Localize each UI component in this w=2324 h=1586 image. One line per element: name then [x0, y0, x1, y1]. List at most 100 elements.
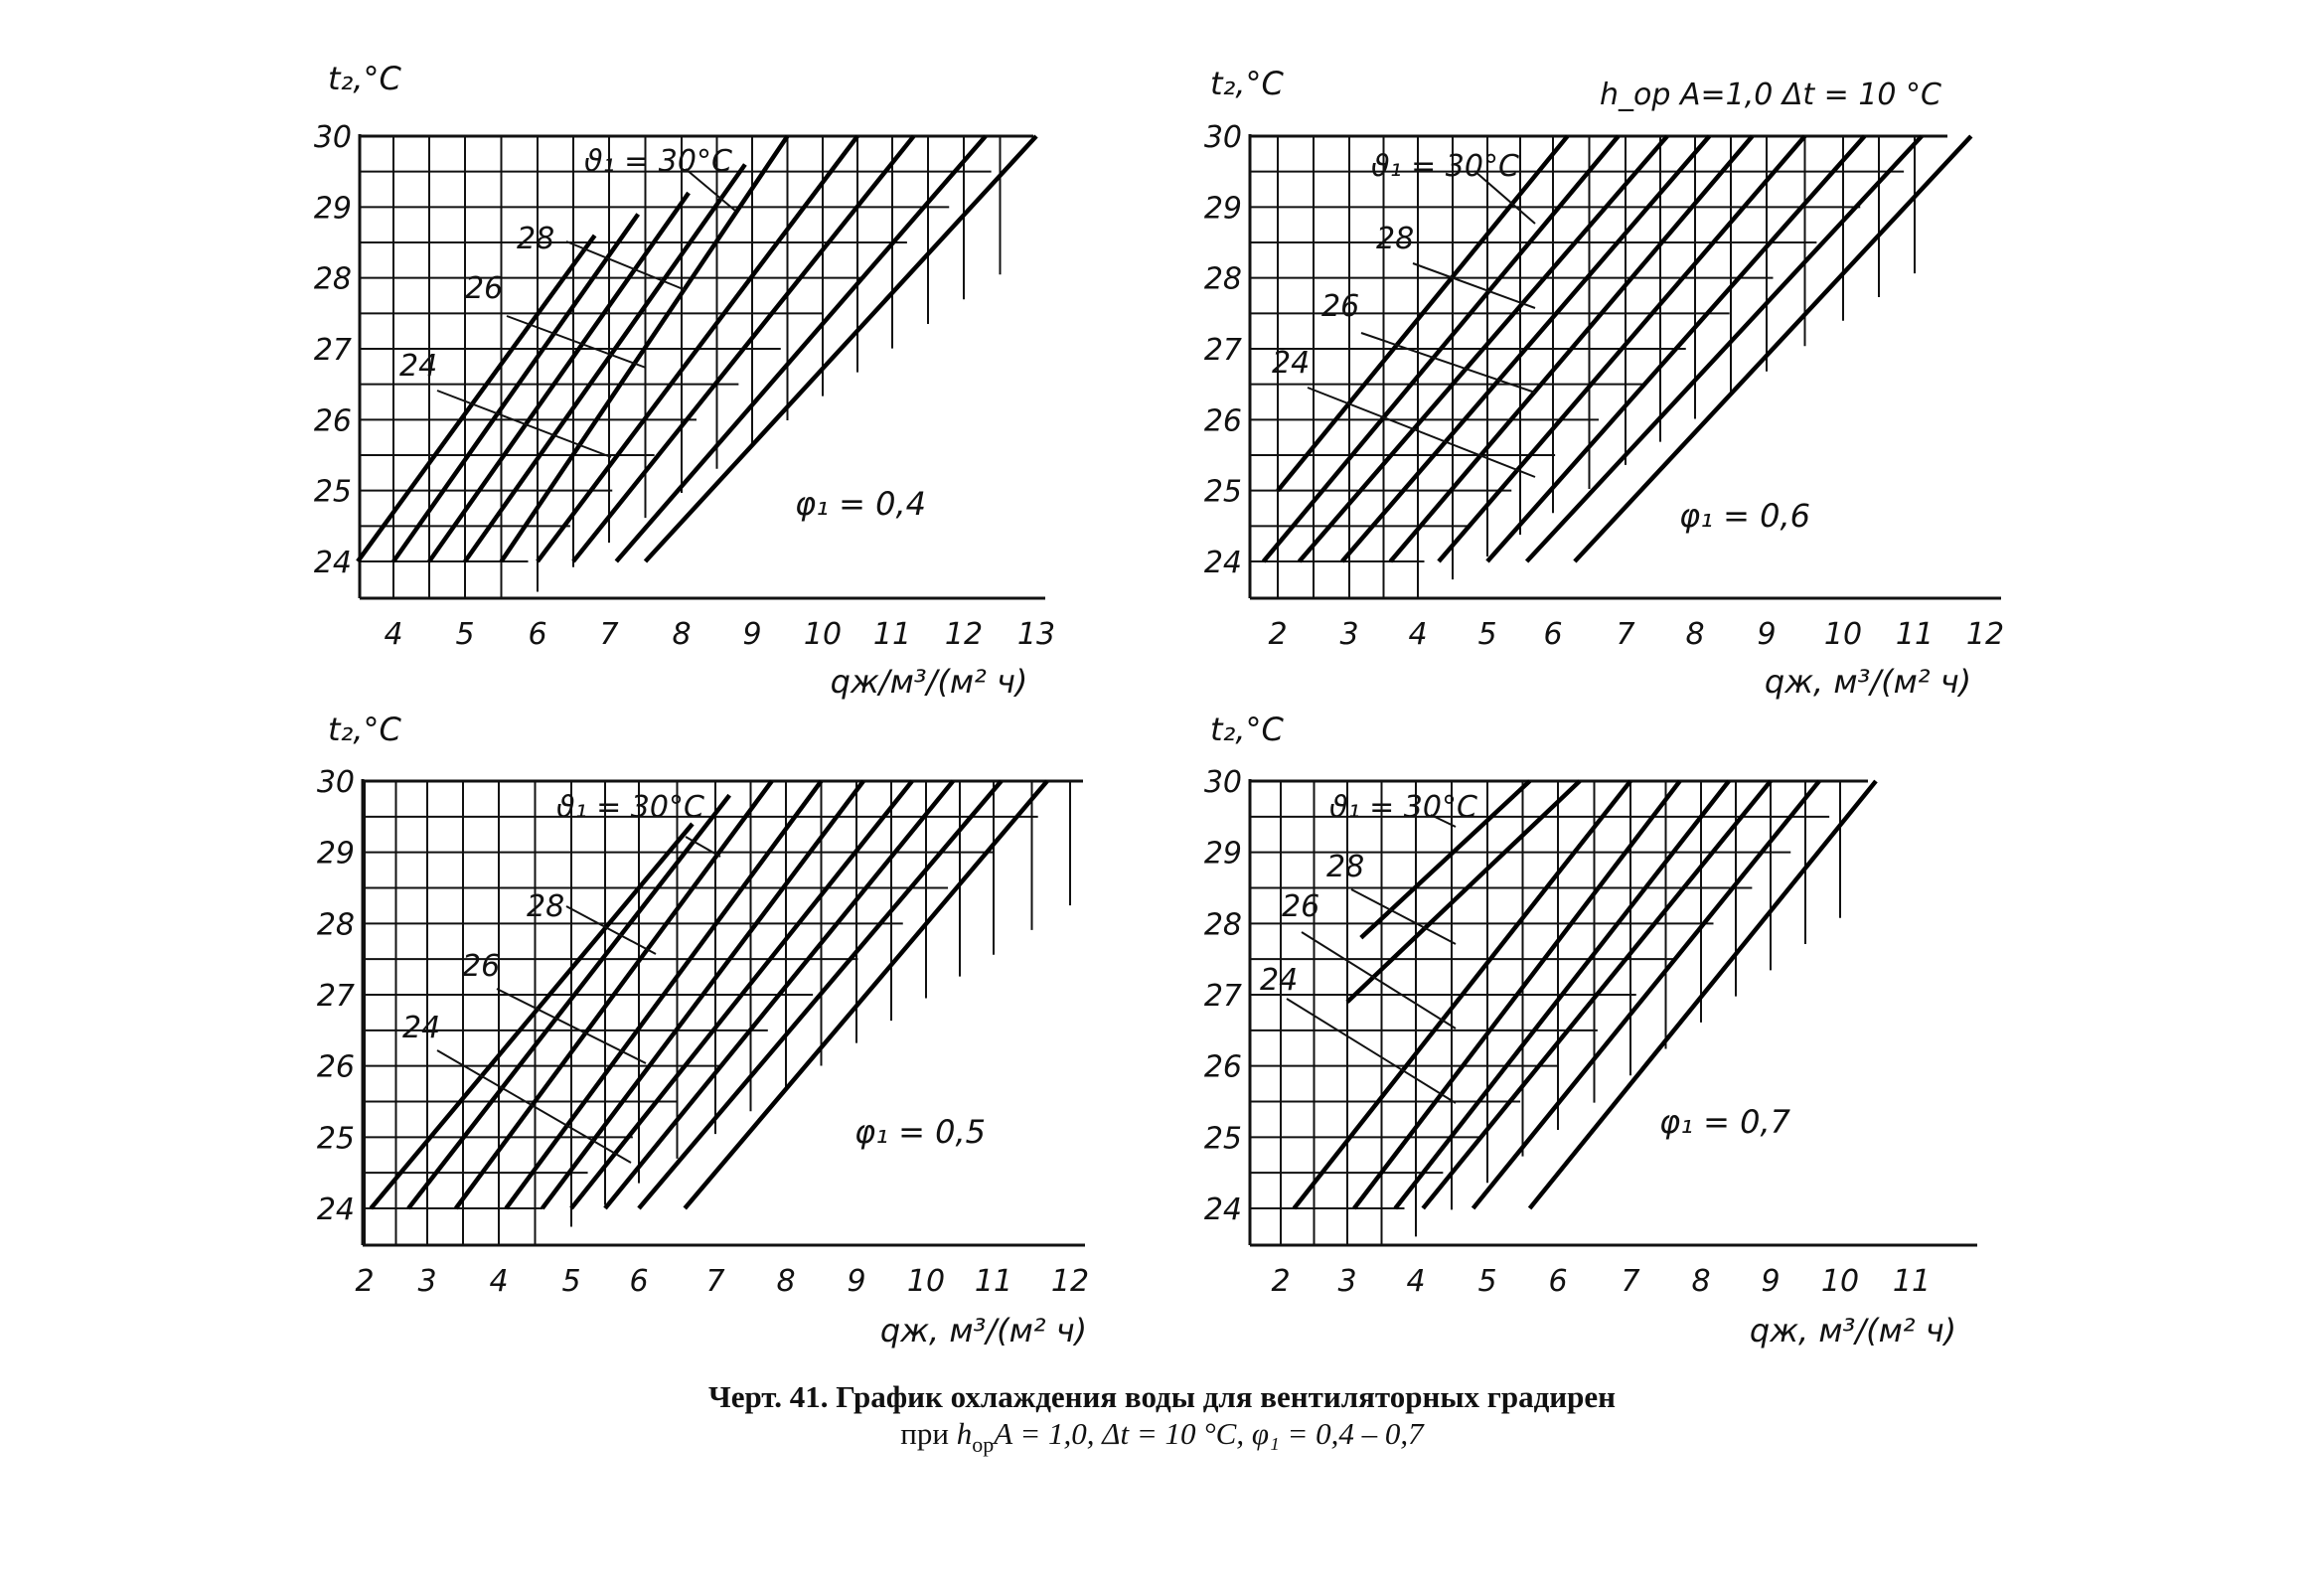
series-line [504, 779, 824, 1210]
series-line [1297, 134, 1669, 563]
phi-annotation: φ₁ = 0,5 [854, 1113, 986, 1151]
y-tick-label: 24 [1204, 546, 1242, 580]
x-tick-label: 13 [1017, 617, 1055, 652]
chart-grid [360, 135, 1033, 598]
x-tick-label: 10 [1824, 617, 1862, 652]
x-tick-label: 5 [561, 1264, 580, 1299]
y-axis-label: t₂,°C [1210, 711, 1285, 748]
series-line [499, 134, 790, 563]
x-tick-label: 6 [1543, 617, 1562, 652]
chart-2: 24 25 26 27 28 29 30 2 3 4 5 6 7 8 9 10 11 12 t₂,°C qж, м³/… [1204, 65, 2004, 701]
series-line [683, 779, 1049, 1210]
y-tick-label: 24 [314, 546, 352, 580]
curve-label: 24 [1272, 346, 1310, 381]
y-tick-label: 30 [1204, 120, 1242, 155]
x-tick-label: 7 [599, 617, 618, 652]
curve-label: 28 [1326, 850, 1364, 884]
y-tick-label: 27 [1204, 979, 1242, 1014]
x-axis-label: qж, м³/(м² ч) [1765, 663, 1971, 701]
curve-label: 28 [527, 889, 564, 924]
leader-line [685, 168, 736, 212]
x-tick-label: 6 [629, 1264, 648, 1299]
phi-annotation: φ₁ = 0,7 [1659, 1103, 1791, 1141]
y-tick-label: 26 [314, 403, 352, 438]
y-tick-label: 29 [1204, 191, 1242, 226]
y-tick-label: 30 [314, 120, 352, 155]
series-line [1471, 779, 1821, 1210]
phi-annotation: φ₁ = 0,6 [1679, 497, 1810, 535]
series-line [453, 779, 774, 1210]
y-axis-label: t₂,°C [1210, 65, 1285, 102]
series-line [1527, 779, 1878, 1210]
x-tick-label: 10 [804, 617, 842, 652]
series-line [1345, 779, 1582, 1004]
x-tick-label: 5 [455, 617, 474, 652]
series-group [1292, 779, 1878, 1210]
series-line [1437, 134, 1807, 563]
series-line [1573, 134, 1973, 563]
series-line [541, 779, 865, 1210]
curve-label: ϑ₁ = 30°C [1371, 149, 1519, 184]
x-tick-label: 2 [1268, 617, 1287, 652]
x-tick-label: 11 [1896, 617, 1934, 652]
series-line [391, 213, 641, 563]
chart-1: 24 25 26 27 28 29 30 4 5 6 7 8 9 10 11 12 13 t₂,°C qж/м³/(… [314, 60, 1055, 701]
leader-line [565, 240, 687, 291]
caption-h: h [956, 1416, 973, 1451]
series-line [1359, 779, 1532, 940]
x-axis-label: qж/м³/(м² ч) [831, 663, 1028, 701]
series-line [603, 779, 955, 1210]
series-line [1393, 779, 1731, 1210]
x-tick-label: 7 [705, 1264, 724, 1299]
x-tick-label: 2 [1271, 1264, 1290, 1299]
series-line [1485, 134, 1867, 563]
x-tick-label: 6 [528, 617, 546, 652]
x-tick-label: 9 [847, 1264, 865, 1299]
curve-label: 26 [1321, 289, 1359, 324]
y-tick-label: 30 [317, 765, 355, 800]
chart-grid [1250, 135, 1947, 598]
y-tick-label: 25 [1204, 1121, 1242, 1156]
leader-line [1412, 262, 1536, 309]
series-line [406, 793, 731, 1210]
curve-label: 26 [462, 949, 500, 984]
x-tick-label: 11 [975, 1264, 1012, 1299]
x-tick-label: 2 [355, 1264, 374, 1299]
leader-line [506, 315, 647, 369]
leader-line [436, 390, 612, 458]
y-tick-label: 25 [314, 475, 352, 510]
series-line [427, 191, 691, 563]
series-line [1388, 134, 1755, 563]
chart-grid [363, 780, 1083, 1245]
y-tick-label: 29 [317, 837, 355, 872]
curve-label: 28 [1376, 222, 1414, 256]
x-tick-label: 8 [1685, 617, 1704, 652]
series-line [356, 234, 597, 563]
x-tick-label: 3 [1339, 617, 1358, 652]
x-tick-label: 7 [1616, 617, 1634, 652]
y-tick-label: 24 [1204, 1192, 1242, 1227]
x-tick-label: 12 [945, 617, 983, 652]
y-tick-label: 26 [1204, 1050, 1242, 1085]
x-tick-label: 4 [1406, 1264, 1425, 1299]
x-tick-label: 12 [1966, 617, 2004, 652]
header-note: h_ор A=1,0 Δt = 10 °C [1600, 78, 1941, 112]
series-line [571, 134, 916, 563]
leader-line [1301, 931, 1457, 1030]
figure-caption-line1: Черт. 41. График охлаждения воды для вен… [707, 1379, 1617, 1414]
x-tick-label: 5 [1477, 617, 1496, 652]
leader-line [1350, 888, 1457, 945]
leader-line [565, 905, 657, 955]
x-tick-label: 8 [672, 617, 691, 652]
leader-line [1360, 332, 1536, 394]
curve-label: 28 [517, 222, 554, 256]
y-tick-label: 28 [317, 907, 355, 942]
y-tick-label: 28 [314, 262, 352, 297]
x-tick-label: 9 [1761, 1264, 1780, 1299]
x-tick-label: 4 [384, 617, 402, 652]
series-group [356, 134, 1038, 563]
series-line [1276, 134, 1570, 493]
curve-label: ϑ₁ = 30°C [1329, 790, 1477, 825]
series-line [1292, 779, 1632, 1210]
